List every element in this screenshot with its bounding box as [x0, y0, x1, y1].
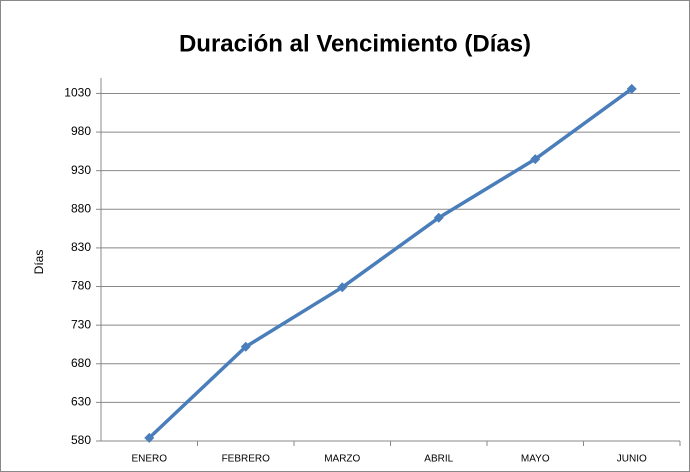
point-marker	[337, 282, 348, 293]
x-tick-label: JUNIO	[617, 454, 647, 465]
chart-title: Duración al Vencimiento (Días)	[179, 30, 531, 57]
y-tick-label: 930	[71, 163, 91, 177]
y-tick-label: 830	[71, 240, 91, 254]
y-tick-label: 980	[71, 124, 91, 138]
point-marker	[144, 432, 155, 443]
y-tick-label: 630	[71, 395, 91, 409]
point-marker	[530, 154, 541, 165]
x-tick-label: MAYO	[521, 454, 550, 465]
y-tick-label: 680	[71, 356, 91, 370]
y-tick-label: 1030	[64, 86, 91, 100]
point-marker	[240, 341, 251, 352]
y-tick-label: 730	[71, 317, 91, 331]
point-marker	[626, 83, 637, 94]
y-tick-label: 880	[71, 201, 91, 215]
y-axis-label: Días	[32, 250, 46, 275]
y-tick-label: 580	[71, 433, 91, 447]
series-line	[148, 87, 633, 440]
point-marker	[433, 212, 444, 223]
x-tick-label: ABRIL	[424, 454, 453, 465]
x-tick-label: ENERO	[131, 454, 167, 465]
y-tick-label: 780	[71, 279, 91, 293]
x-tick-label: MARZO	[324, 454, 360, 465]
x-tick-label: FEBRERO	[222, 454, 271, 465]
